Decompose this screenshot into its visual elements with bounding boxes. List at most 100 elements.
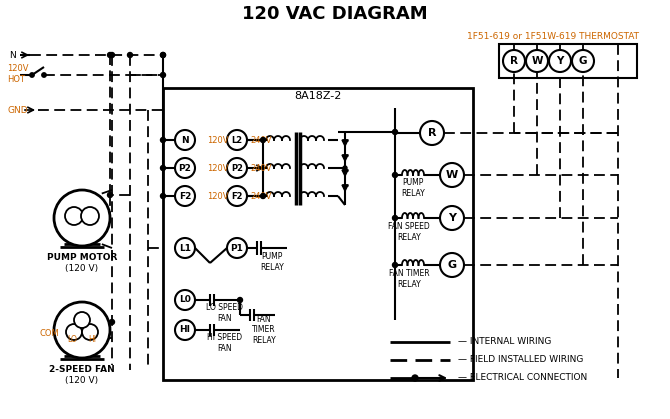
Polygon shape: [342, 140, 348, 146]
Text: 240V: 240V: [250, 163, 271, 173]
Text: F2: F2: [231, 191, 243, 201]
Circle shape: [29, 73, 34, 77]
Text: — ELECTRICAL CONNECTION: — ELECTRICAL CONNECTION: [458, 373, 587, 383]
Circle shape: [343, 166, 347, 170]
Circle shape: [393, 215, 397, 220]
Text: (120 V): (120 V): [66, 264, 98, 274]
Text: (120 V): (120 V): [66, 377, 98, 385]
Text: W: W: [531, 56, 543, 66]
Circle shape: [175, 290, 195, 310]
Text: FAN SPEED
RELAY: FAN SPEED RELAY: [388, 222, 430, 242]
Circle shape: [175, 238, 195, 258]
Circle shape: [161, 52, 165, 57]
Text: PUMP
RELAY: PUMP RELAY: [260, 252, 284, 272]
Circle shape: [161, 52, 165, 57]
Circle shape: [161, 137, 165, 142]
Circle shape: [65, 207, 83, 225]
Circle shape: [440, 163, 464, 187]
Text: LO: LO: [67, 336, 77, 344]
Circle shape: [42, 73, 46, 77]
Text: FAN TIMER
RELAY: FAN TIMER RELAY: [389, 269, 429, 289]
Circle shape: [109, 320, 115, 324]
Circle shape: [227, 238, 247, 258]
Circle shape: [227, 186, 247, 206]
Text: — INTERNAL WIRING: — INTERNAL WIRING: [458, 337, 551, 347]
Text: 120V: 120V: [207, 135, 228, 145]
Circle shape: [54, 190, 110, 246]
Circle shape: [54, 302, 110, 358]
Circle shape: [74, 312, 90, 328]
Text: HI SPEED
FAN: HI SPEED FAN: [208, 333, 243, 353]
Circle shape: [549, 50, 571, 72]
Circle shape: [66, 324, 82, 340]
Circle shape: [261, 137, 265, 142]
Text: 240V: 240V: [250, 135, 271, 145]
Circle shape: [227, 130, 247, 150]
Text: Y: Y: [448, 213, 456, 223]
Circle shape: [261, 194, 265, 199]
Circle shape: [237, 297, 243, 303]
Text: P1: P1: [230, 243, 243, 253]
Circle shape: [393, 262, 397, 267]
Text: G: G: [448, 260, 456, 270]
Text: PUMP MOTOR: PUMP MOTOR: [47, 253, 117, 262]
Text: FAN
TIMER
RELAY: FAN TIMER RELAY: [252, 315, 276, 345]
Circle shape: [393, 129, 397, 134]
Text: 8A18Z-2: 8A18Z-2: [294, 91, 342, 101]
Text: 120V: 120V: [7, 64, 29, 72]
Circle shape: [227, 158, 247, 178]
Circle shape: [127, 52, 133, 57]
Text: HI: HI: [88, 336, 96, 344]
Circle shape: [572, 50, 594, 72]
Circle shape: [440, 253, 464, 277]
Circle shape: [109, 52, 115, 57]
Text: N: N: [181, 135, 189, 145]
Text: P2: P2: [231, 163, 243, 173]
Text: F2: F2: [179, 191, 191, 201]
Polygon shape: [342, 170, 348, 176]
Circle shape: [175, 158, 195, 178]
Text: L2: L2: [231, 135, 243, 145]
Circle shape: [175, 320, 195, 340]
Text: 1F51-619 or 1F51W-619 THERMOSTAT: 1F51-619 or 1F51W-619 THERMOSTAT: [467, 31, 639, 41]
Circle shape: [161, 72, 165, 78]
Circle shape: [81, 207, 99, 225]
Circle shape: [412, 375, 418, 381]
Text: P2: P2: [179, 163, 192, 173]
Circle shape: [420, 121, 444, 145]
Circle shape: [440, 206, 464, 230]
Text: W: W: [446, 170, 458, 180]
Text: L1: L1: [179, 243, 191, 253]
Text: R: R: [427, 128, 436, 138]
Text: 120V: 120V: [207, 191, 228, 201]
Text: Y: Y: [556, 56, 563, 66]
Text: 120V: 120V: [207, 163, 228, 173]
Text: HI: HI: [180, 326, 190, 334]
Text: 2-SPEED FAN: 2-SPEED FAN: [49, 365, 115, 375]
Circle shape: [175, 130, 195, 150]
Circle shape: [175, 186, 195, 206]
Circle shape: [393, 173, 397, 178]
Text: 120 VAC DIAGRAM: 120 VAC DIAGRAM: [242, 5, 428, 23]
Circle shape: [82, 324, 98, 340]
Bar: [499, 44, 637, 78]
Text: HOT: HOT: [7, 75, 25, 83]
Text: LO SPEED
FAN: LO SPEED FAN: [206, 303, 243, 323]
Bar: [163, 88, 473, 380]
Text: L0: L0: [179, 295, 191, 305]
Text: N: N: [9, 51, 16, 59]
Circle shape: [161, 194, 165, 199]
Text: G: G: [579, 56, 587, 66]
Text: R: R: [510, 56, 518, 66]
Circle shape: [161, 166, 165, 171]
Circle shape: [107, 52, 113, 57]
Text: 240V: 240V: [250, 191, 271, 201]
Polygon shape: [342, 155, 348, 161]
Circle shape: [503, 50, 525, 72]
Circle shape: [526, 50, 548, 72]
Text: — FIELD INSTALLED WIRING: — FIELD INSTALLED WIRING: [458, 355, 584, 365]
Polygon shape: [342, 185, 348, 191]
Text: COM: COM: [40, 328, 60, 337]
Text: PUMP
RELAY: PUMP RELAY: [401, 178, 425, 198]
Circle shape: [107, 192, 113, 197]
